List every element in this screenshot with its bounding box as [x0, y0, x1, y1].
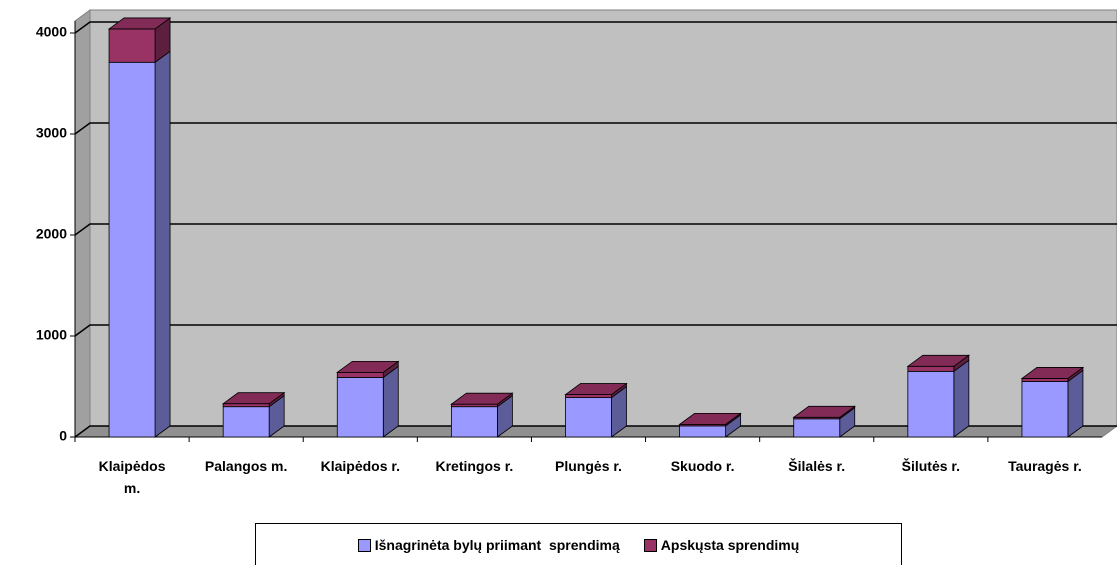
y-tick-label: 2000	[36, 226, 67, 242]
x-tick-label: Kretingos r.	[435, 458, 514, 474]
bar	[565, 397, 612, 438]
bar-top	[450, 392, 514, 405]
bar	[907, 370, 955, 438]
bar	[222, 403, 270, 408]
grid-line	[74, 324, 1117, 337]
y-tick-label: 1000	[36, 327, 67, 343]
bar-top	[1020, 367, 1085, 379]
legend-label: Išnagrinėta bylų priimant sprendimą	[374, 537, 620, 553]
bar-side	[1067, 369, 1084, 438]
bar	[108, 28, 156, 63]
legend-swatch	[357, 538, 371, 552]
x-tick-label: Skuodo r.	[670, 458, 735, 474]
bar-side	[953, 359, 970, 438]
y-tick-label: 0	[59, 428, 67, 444]
bar-top	[107, 17, 172, 30]
grid-line	[74, 223, 1117, 236]
plot: 0 1000 2000 3000 4000	[36, 9, 1117, 444]
side-wall	[74, 9, 91, 438]
bar-top	[564, 383, 628, 395]
x-tick-label: Klaipėdos r.	[320, 458, 400, 474]
bar-top	[906, 354, 971, 367]
bar	[679, 425, 727, 438]
bar	[1021, 381, 1069, 438]
bar	[336, 371, 384, 378]
bar-side	[382, 365, 399, 438]
bar	[222, 406, 270, 438]
x-tick-label: Šilalės r.	[788, 458, 846, 474]
grid-line	[74, 122, 1117, 135]
legend-label: Apskųsta sprendimų	[660, 537, 800, 553]
bar	[336, 377, 384, 438]
grid-line	[74, 21, 1117, 34]
bar	[907, 365, 955, 372]
bar-side	[154, 50, 171, 438]
bar	[450, 406, 498, 438]
bar	[108, 61, 156, 438]
legend: Išnagrinėta bylų priimant sprendimą Apskų…	[255, 523, 902, 565]
legend-item: Apskųsta sprendimų	[643, 537, 800, 553]
bar-top	[792, 405, 856, 418]
x-tick-label: Tauragės r.	[1008, 458, 1082, 474]
bar-top	[221, 392, 286, 405]
y-tick-label: 3000	[36, 125, 67, 141]
x-tick-label: Šilutės r.	[901, 458, 960, 474]
bar-top	[678, 412, 742, 425]
x-tick-label: Palangos m.	[204, 458, 288, 474]
bar	[1021, 378, 1069, 382]
x-tick-label: Klaipėdos m.	[98, 458, 166, 496]
bar-top	[336, 360, 400, 373]
y-tick-label: 4000	[36, 24, 67, 40]
grid-line	[74, 425, 1117, 438]
legend-item: Išnagrinėta bylų priimant sprendimą	[357, 537, 620, 553]
legend-swatch	[643, 538, 657, 552]
bar	[793, 418, 841, 438]
x-tick-label: Plungės r.	[555, 458, 622, 474]
bar	[565, 394, 612, 399]
